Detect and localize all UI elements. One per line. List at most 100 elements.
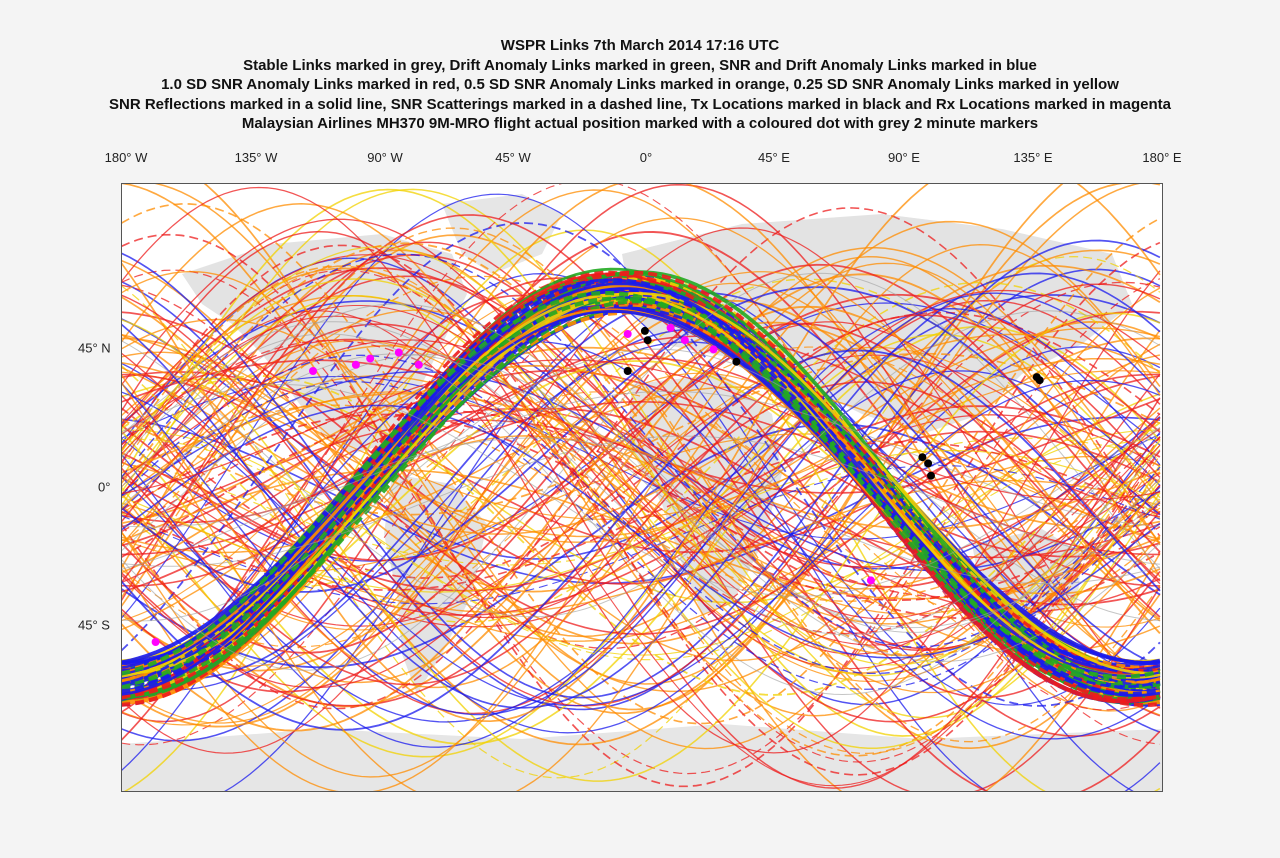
stable-link-path	[122, 310, 1161, 618]
rx-location-marker	[414, 360, 423, 369]
tx-location-marker	[1035, 376, 1044, 385]
rx-location-marker	[309, 367, 317, 375]
wspr-links	[122, 184, 1161, 791]
wspr-link-path	[122, 294, 1161, 590]
y-tick-45s: 45° S	[78, 617, 110, 633]
wspr-link-path	[122, 281, 1161, 650]
wspr-link-path	[122, 289, 1161, 619]
title-line-5: Malaysian Airlines MH370 9M-MRO flight a…	[241, 115, 1039, 132]
wspr-link-path	[122, 270, 1161, 750]
wspr-link-path	[122, 373, 1160, 635]
wspr-link-bundle-path	[122, 309, 1161, 677]
wspr-link-path	[122, 242, 1161, 657]
wspr-link-path	[122, 310, 1161, 787]
tx-location-marker	[927, 471, 935, 480]
wspr-link-path	[122, 325, 1161, 745]
wspr-link-path	[122, 273, 1161, 708]
x-tick-0: 0°	[639, 150, 653, 165]
tx-location-marker	[640, 326, 649, 335]
tx-location-marker	[643, 336, 652, 345]
stable-link-path	[122, 353, 1161, 629]
x-tick-90w: 90° W	[367, 150, 403, 165]
title-line-3: 1.0 SD SNR Anomaly Links marked in red, …	[161, 76, 1119, 93]
wspr-link-path	[122, 239, 1161, 699]
stable-link-path	[122, 383, 1161, 597]
wspr-link-path	[122, 333, 1161, 758]
wspr-link-path	[122, 333, 1161, 535]
wspr-link-path	[122, 271, 1161, 667]
rx-location-marker	[680, 336, 689, 345]
stable-link-path	[122, 390, 1160, 528]
wspr-link-path	[122, 241, 1161, 791]
wspr-link-path	[122, 282, 1161, 724]
wspr-link-bundle-path	[122, 299, 1160, 689]
figure-title: WSPR Links 7th March 2014 17:16 UTC Stab…	[0, 36, 1280, 134]
x-tick-45w: 45° W	[495, 150, 531, 165]
wspr-link-path	[122, 359, 1161, 501]
wspr-link-path	[122, 371, 1161, 572]
wspr-link-path	[122, 244, 1161, 776]
wspr-link-path	[122, 322, 1161, 693]
tx-location-marker	[924, 459, 933, 468]
rx-location-marker	[666, 323, 675, 332]
rx-location-marker	[394, 348, 403, 357]
y-tick-45n: 45° N	[78, 340, 111, 356]
wspr-link-path	[122, 278, 1161, 589]
wspr-link-path	[122, 349, 1161, 731]
wspr-link-path	[122, 214, 1161, 699]
title-line-2: Stable Links marked in grey, Drift Anoma…	[243, 56, 1037, 74]
stable-link-path	[122, 435, 1160, 567]
wspr-link-path	[122, 314, 1161, 686]
stable-link-path	[122, 321, 1161, 636]
wspr-link-path	[122, 263, 1161, 654]
wspr-link-bundle-path	[122, 272, 1161, 701]
wspr-link-bundle-path	[122, 292, 1160, 675]
station-markers	[151, 323, 1044, 646]
wspr-link-bundle-path	[122, 293, 1160, 687]
stable-link-path	[122, 348, 1160, 622]
tx-location-marker	[623, 367, 632, 375]
wspr-link-path	[122, 186, 1161, 754]
wspr-link-path	[122, 392, 1161, 530]
wspr-link-path	[122, 262, 1161, 778]
wspr-link-path	[122, 203, 1161, 725]
rx-location-marker	[151, 638, 160, 646]
wspr-link-path	[122, 207, 1161, 710]
stable-link-path	[122, 333, 1161, 696]
wspr-link-path	[122, 272, 1161, 709]
wspr-link-path	[122, 371, 1161, 554]
stable-link-path	[122, 272, 1161, 671]
wspr-link-path	[122, 357, 1160, 587]
wspr-link-path	[122, 379, 1161, 707]
longitude-axis: 180° W 135° W 90° W 45° W 0° 45° E 90° E…	[0, 150, 1280, 170]
wspr-link-path	[122, 352, 1161, 516]
wspr-link-path	[122, 305, 1161, 732]
rx-location-marker	[866, 576, 875, 585]
wspr-link-bundle-path	[122, 296, 1161, 689]
rx-location-marker	[351, 360, 360, 369]
wspr-link-bundle-path	[122, 270, 1161, 698]
title-line-1: WSPR Links 7th March 2014 17:16 UTC	[500, 37, 780, 54]
stable-link-path	[122, 354, 1161, 663]
x-tick-135w: 135° W	[234, 150, 278, 165]
wspr-link-path	[122, 217, 1161, 681]
wspr-link-path	[122, 437, 1161, 566]
wspr-link-path	[122, 264, 1161, 755]
stable-link-path	[122, 303, 1161, 633]
x-tick-180w: 180° W	[104, 150, 148, 165]
wspr-link-path	[122, 308, 1161, 748]
wspr-link-path	[122, 381, 1161, 690]
wspr-link-path	[122, 268, 1161, 711]
wspr-link-path	[122, 337, 1160, 645]
map-canvas	[122, 184, 1162, 791]
antarctica-landmass	[122, 724, 1162, 791]
wspr-link-path	[122, 312, 1161, 782]
tx-location-marker	[918, 453, 927, 462]
x-tick-45e: 45° E	[758, 150, 790, 165]
rx-location-marker	[709, 345, 718, 354]
world-map	[121, 183, 1163, 792]
wspr-link-path	[122, 404, 1161, 659]
wspr-link-path	[122, 243, 1161, 791]
rx-location-marker	[366, 354, 375, 363]
wspr-link-path	[122, 309, 1161, 694]
